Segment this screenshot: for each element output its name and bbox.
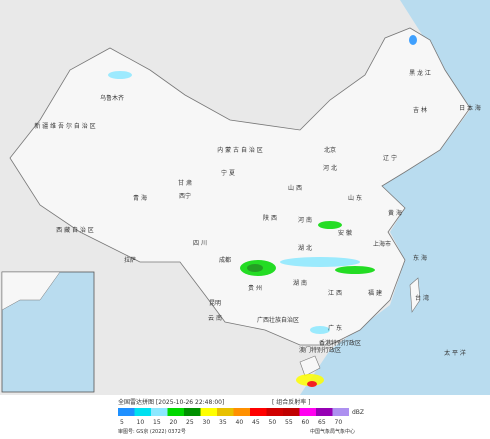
legend-swatch	[134, 408, 151, 416]
hainan	[299, 355, 321, 377]
place-label: 四 川	[193, 240, 207, 247]
legend-swatch	[151, 408, 168, 416]
place-label: 香港特别行政区	[319, 339, 361, 347]
place-label: 内 蒙 古 自 治 区	[217, 146, 263, 154]
legend-value: 15	[153, 419, 161, 426]
approval-number: 审图号: GS京 (2022) 0372号	[118, 428, 186, 435]
place-label: 澳门特别行政区	[299, 346, 341, 354]
legend-swatch	[233, 408, 250, 416]
place-label: 河 南	[298, 216, 312, 224]
place-label: 拉萨	[124, 256, 136, 264]
place-label: 云 南	[208, 314, 222, 322]
place-label: 山 东	[348, 194, 362, 202]
taiwan-shape	[409, 277, 421, 313]
place-label: 黑 龙 江	[409, 69, 431, 77]
place-label: 福 建	[368, 289, 382, 297]
place-label: 湖 北	[298, 244, 312, 252]
legend-value: 40	[236, 419, 244, 426]
legend-title: 全国雷达拼图 [2025-10-26 22:48:00]	[118, 398, 224, 406]
legend-value: 50	[269, 419, 277, 426]
legend-value: 20	[170, 419, 178, 426]
legend-swatch	[118, 408, 135, 416]
place-label: 青 海	[133, 194, 147, 202]
legend-value: 30	[203, 419, 211, 426]
legend-swatch	[299, 408, 316, 416]
legend-swatch	[167, 408, 184, 416]
legend-swatch	[250, 408, 267, 416]
place-label: 吉 林	[413, 106, 427, 114]
legend-swatch	[217, 408, 234, 416]
legend-value: 65	[318, 419, 326, 426]
legend-swatch	[184, 408, 201, 416]
place-label: 山 西	[288, 184, 302, 192]
place-label: 贵 州	[248, 284, 262, 292]
place-label: 乌鲁木齐	[100, 94, 124, 102]
place-label: 江 西	[328, 290, 342, 297]
legend-swatch	[332, 408, 349, 416]
place-label: 广西壮族自治区	[257, 316, 299, 324]
place-label: 新 疆 维 吾 尔 自 治 区	[34, 122, 95, 130]
place-label: 西 藏 自 治 区	[56, 226, 94, 234]
legend-swatch	[266, 408, 283, 416]
place-label: 日 本 海	[459, 104, 481, 112]
china-outline	[9, 27, 471, 346]
place-label: 安 徽	[338, 229, 352, 237]
legend-value: 10	[137, 419, 145, 426]
legend-value: 60	[302, 419, 310, 426]
place-label: 辽 宁	[383, 154, 397, 162]
inset-land	[1, 271, 61, 311]
place-label: 广 东	[328, 324, 342, 332]
place-label: 西宁	[179, 192, 191, 200]
legend-value: 70	[335, 419, 343, 426]
place-label: 昆明	[209, 300, 221, 307]
legend-swatch	[200, 408, 217, 416]
legend-swatch	[316, 408, 333, 416]
place-label: 陕 西	[263, 214, 277, 222]
place-label: 成都	[219, 256, 231, 264]
legend-value: 45	[252, 419, 260, 426]
place-label: 台 湾	[415, 294, 429, 302]
place-label: 东 海	[413, 254, 427, 262]
legend-swatch	[283, 408, 300, 416]
place-label: 上海市	[373, 240, 391, 248]
legend-value: 5	[120, 419, 124, 426]
place-label: 湖 南	[293, 279, 307, 287]
place-label: 黄 海	[388, 209, 402, 217]
legend-value: 25	[186, 419, 194, 426]
place-label: 太 平 洋	[444, 349, 466, 357]
place-label: 甘 肃	[178, 179, 192, 187]
legend-value: 55	[285, 419, 293, 426]
product-name: [ 组合反射率 ]	[272, 398, 311, 406]
agency: 中国气象局气象中心	[310, 428, 355, 435]
sea	[300, 0, 490, 395]
place-label: 宁 夏	[221, 169, 235, 177]
place-label: 河 北	[323, 164, 337, 172]
legend-value: 35	[219, 419, 227, 426]
place-label: 北京	[324, 146, 336, 154]
legend-unit: dBZ	[352, 409, 364, 416]
legend-panel	[0, 395, 490, 439]
